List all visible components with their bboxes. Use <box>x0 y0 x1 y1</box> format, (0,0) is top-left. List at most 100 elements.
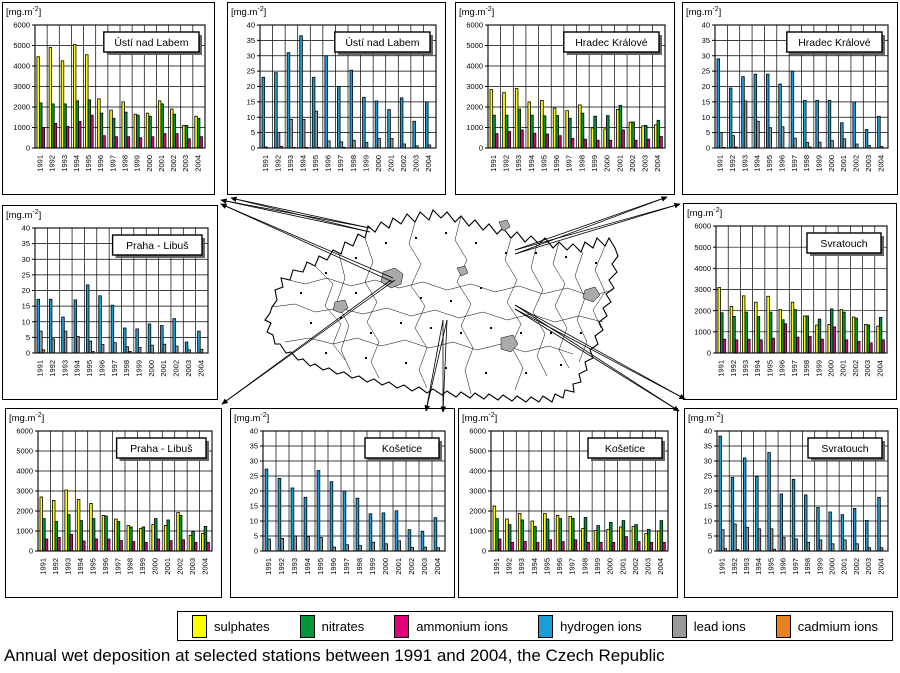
svg-text:2001: 2001 <box>618 558 627 575</box>
svg-text:3000: 3000 <box>16 487 33 496</box>
station-name: Praha - Libuš <box>130 443 192 455</box>
svg-text:1995: 1995 <box>316 558 325 575</box>
svg-text:2003: 2003 <box>181 155 190 172</box>
station-name: Svratouch <box>821 443 868 455</box>
svg-text:25: 25 <box>22 270 30 279</box>
svg-text:4000: 4000 <box>469 467 486 476</box>
svg-text:1992: 1992 <box>48 155 57 172</box>
svg-text:2001: 2001 <box>615 155 624 172</box>
svg-text:1000: 1000 <box>16 527 33 536</box>
chart-year-labels: 1991 1992 1993 1994 1995 1996 1997 1998 1999 2000… <box>489 155 662 172</box>
svg-text:1991: 1991 <box>718 558 727 575</box>
svg-text:1998: 1998 <box>355 558 364 575</box>
svg-text:15: 15 <box>247 97 255 106</box>
legend-item-hydrogen-ions: hydrogen ions <box>538 614 642 638</box>
svg-text:1995: 1995 <box>84 155 93 172</box>
svg-text:2000: 2000 <box>606 558 615 575</box>
svg-text:5000: 5000 <box>466 41 483 50</box>
svg-text:2002: 2002 <box>852 558 861 575</box>
svg-text:1995: 1995 <box>542 558 551 575</box>
svg-text:0: 0 <box>482 547 486 556</box>
svg-text:2003: 2003 <box>184 360 193 377</box>
svg-text:2001: 2001 <box>839 360 848 377</box>
sulphates-swatch-icon <box>192 614 207 638</box>
svg-text:40: 40 <box>22 224 30 233</box>
svg-text:40: 40 <box>702 21 710 30</box>
svg-text:35: 35 <box>247 36 255 45</box>
svg-text:5000: 5000 <box>694 243 711 252</box>
svg-text:30: 30 <box>250 457 258 466</box>
svg-text:1996: 1996 <box>779 558 788 575</box>
svg-text:1991: 1991 <box>489 155 498 172</box>
chart-year-labels: 1991 1992 1993 1994 1995 1996 1997 1998 1999 2000… <box>36 360 206 377</box>
svg-text:2004: 2004 <box>196 360 205 377</box>
svg-text:2001: 2001 <box>157 155 166 172</box>
svg-text:1999: 1999 <box>361 155 370 172</box>
svg-text:1994: 1994 <box>72 155 81 172</box>
station-name-box: Košetice <box>587 437 665 461</box>
svg-text:5: 5 <box>26 333 30 342</box>
station-name: Hradec Králové <box>575 37 648 49</box>
svg-text:1997: 1997 <box>110 360 119 377</box>
cadmium-swatch-icon <box>775 614 791 638</box>
svg-text:1995: 1995 <box>85 360 94 377</box>
svg-text:6000: 6000 <box>466 21 483 30</box>
svg-text:1996: 1996 <box>778 360 787 377</box>
chart-bars <box>489 88 663 149</box>
svg-text:0: 0 <box>26 349 30 358</box>
svg-text:1998: 1998 <box>580 558 589 575</box>
svg-text:2003: 2003 <box>863 360 872 377</box>
svg-text:3000: 3000 <box>694 285 711 294</box>
svg-text:30: 30 <box>22 255 30 264</box>
svg-text:3000: 3000 <box>466 82 483 91</box>
svg-text:1993: 1993 <box>741 360 750 377</box>
svg-text:15: 15 <box>704 502 712 511</box>
svg-text:40: 40 <box>247 21 255 30</box>
svg-text:40: 40 <box>250 427 258 436</box>
svg-text:2004: 2004 <box>424 155 433 172</box>
svg-text:1998: 1998 <box>802 360 811 377</box>
svg-text:2002: 2002 <box>852 155 861 172</box>
station-name: Ústí nad Labem <box>345 36 419 49</box>
svg-text:2001: 2001 <box>159 360 168 377</box>
chart-unit-label: [mg.m-2] <box>6 209 41 221</box>
svg-text:2000: 2000 <box>147 360 156 377</box>
station-name: Hradec Králové <box>798 37 871 49</box>
svg-text:1996: 1996 <box>324 155 333 172</box>
svg-text:1992: 1992 <box>728 155 737 172</box>
chart-year-labels: 1991 1992 1993 1994 1995 1996 1997 1998 1999 2000… <box>492 558 665 575</box>
svg-text:2003: 2003 <box>641 155 650 172</box>
svg-text:1997: 1997 <box>790 360 799 377</box>
station-name-box: Hradec Králové <box>786 31 885 55</box>
map-arrows <box>220 196 686 413</box>
svg-text:1995: 1995 <box>765 155 774 172</box>
chart-usti-nad-labem-ions: 0 5 10 15 20 25 30 35 40 1991 1992 1993 1994 1995 1996… <box>227 2 446 195</box>
legend-item-nitrates: nitrates <box>299 614 364 638</box>
czech-republic-map <box>220 196 686 413</box>
svg-text:20: 20 <box>22 286 30 295</box>
svg-text:2004: 2004 <box>193 155 202 172</box>
svg-text:1991: 1991 <box>36 360 45 377</box>
chart-hradec-kralove-deposition: 0 1000 2000 3000 4000 5000 6000 1991 1992 1993 199… <box>455 2 675 195</box>
svg-text:1991: 1991 <box>261 155 270 172</box>
svg-text:2000: 2000 <box>381 558 390 575</box>
svg-text:1994: 1994 <box>299 155 308 172</box>
svg-text:1996: 1996 <box>97 360 106 377</box>
svg-text:10: 10 <box>704 517 712 526</box>
svg-text:2001: 2001 <box>840 558 849 575</box>
chart-svratouch-ions: 0 5 10 15 20 25 30 35 40 1991 1992 1993 1994 1995 1996… <box>684 408 898 598</box>
svg-text:1991: 1991 <box>264 558 273 575</box>
chart-bars <box>36 284 204 354</box>
svg-text:1999: 1999 <box>815 558 824 575</box>
svg-text:5: 5 <box>254 532 258 541</box>
svg-text:0: 0 <box>29 547 33 556</box>
svg-text:2002: 2002 <box>628 155 637 172</box>
svg-text:1993: 1993 <box>290 558 299 575</box>
legend-label: hydrogen ions <box>560 618 642 634</box>
svg-text:30: 30 <box>704 457 712 466</box>
chart-svratouch-deposition: 0 1000 2000 3000 4000 5000 6000 1991 1992 1993 199… <box>683 203 897 400</box>
